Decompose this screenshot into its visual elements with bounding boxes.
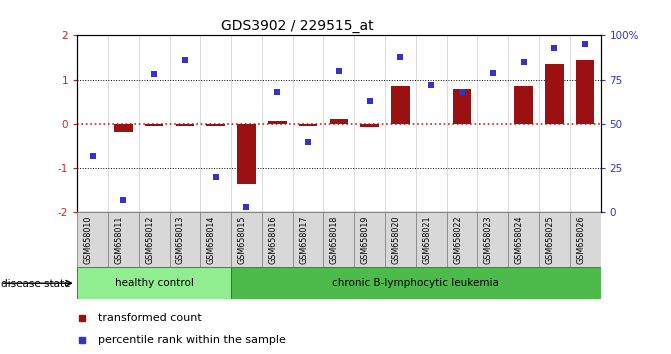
Text: GSM658024: GSM658024 — [515, 215, 523, 264]
Text: GSM658020: GSM658020 — [391, 215, 401, 264]
Point — [118, 197, 129, 203]
Bar — [114, 124, 133, 132]
Bar — [176, 124, 194, 126]
Bar — [508, 212, 539, 267]
Point — [457, 89, 468, 95]
Point — [303, 139, 313, 144]
Point — [210, 174, 221, 180]
Point — [364, 98, 375, 104]
Bar — [391, 86, 410, 124]
Text: GSM658017: GSM658017 — [299, 215, 308, 264]
Bar — [268, 121, 287, 124]
Point — [180, 57, 191, 63]
Text: GSM658015: GSM658015 — [238, 215, 246, 264]
Bar — [231, 212, 262, 267]
Bar — [293, 212, 323, 267]
Bar — [231, 267, 601, 299]
Bar — [201, 212, 231, 267]
Point — [518, 59, 529, 65]
Bar — [453, 89, 471, 124]
Point — [487, 70, 498, 75]
Bar — [416, 212, 447, 267]
Text: GSM658016: GSM658016 — [268, 215, 277, 263]
Bar — [539, 212, 570, 267]
Text: healthy control: healthy control — [115, 278, 193, 288]
Bar — [139, 212, 170, 267]
Text: GSM658026: GSM658026 — [576, 215, 585, 264]
Bar — [570, 212, 601, 267]
Bar — [576, 60, 595, 124]
Bar — [262, 212, 293, 267]
Point — [395, 54, 406, 59]
Bar — [515, 86, 533, 124]
Bar — [360, 124, 379, 127]
Point — [87, 153, 98, 159]
Bar — [545, 64, 564, 124]
Text: GSM658018: GSM658018 — [330, 215, 339, 263]
Bar — [477, 212, 508, 267]
Text: transformed count: transformed count — [98, 313, 202, 323]
Text: chronic B-lymphocytic leukemia: chronic B-lymphocytic leukemia — [332, 278, 499, 288]
Bar — [299, 124, 317, 126]
Text: GSM658022: GSM658022 — [453, 215, 462, 264]
Text: GSM658011: GSM658011 — [114, 215, 123, 263]
Bar — [354, 212, 385, 267]
Point — [333, 68, 344, 74]
Title: GDS3902 / 229515_at: GDS3902 / 229515_at — [221, 19, 373, 33]
Bar — [145, 124, 163, 126]
Text: percentile rank within the sample: percentile rank within the sample — [98, 335, 286, 345]
Text: GSM658012: GSM658012 — [145, 215, 154, 264]
Point — [241, 204, 252, 210]
Text: GSM658013: GSM658013 — [176, 215, 185, 263]
Text: GSM658025: GSM658025 — [546, 215, 554, 264]
Bar — [238, 124, 256, 184]
Bar — [385, 212, 416, 267]
Point — [580, 41, 590, 47]
Text: GSM658014: GSM658014 — [207, 215, 215, 263]
Point — [426, 82, 437, 88]
Point — [272, 89, 282, 95]
Bar — [77, 212, 108, 267]
Bar — [323, 212, 354, 267]
Text: GSM658023: GSM658023 — [484, 215, 493, 264]
Text: GSM658021: GSM658021 — [422, 215, 431, 264]
Text: disease state: disease state — [1, 279, 70, 289]
Bar — [447, 212, 477, 267]
Bar — [329, 119, 348, 124]
Point — [149, 72, 160, 77]
Bar — [108, 212, 139, 267]
Bar — [170, 212, 201, 267]
Bar — [207, 124, 225, 126]
Text: GSM658019: GSM658019 — [360, 215, 370, 264]
Bar — [77, 267, 231, 299]
Text: GSM658010: GSM658010 — [84, 215, 93, 263]
Point — [549, 45, 560, 51]
